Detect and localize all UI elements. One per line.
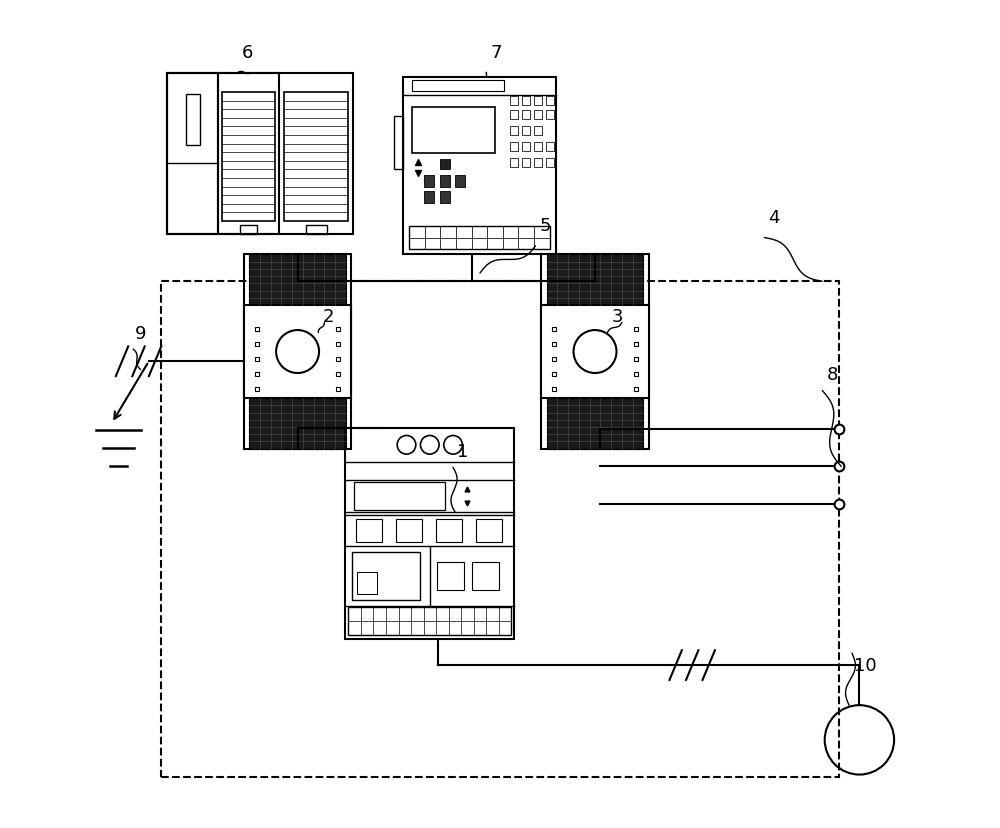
Bar bbox=[240, 226, 257, 234]
Bar bbox=[394, 117, 403, 170]
Text: 8: 8 bbox=[826, 365, 838, 383]
Bar bbox=[412, 108, 495, 154]
Bar bbox=[510, 143, 518, 152]
Bar bbox=[455, 176, 465, 188]
Bar bbox=[522, 159, 530, 168]
Bar bbox=[510, 127, 518, 137]
Bar bbox=[541, 255, 649, 449]
Bar bbox=[534, 143, 542, 152]
Bar bbox=[547, 398, 643, 449]
Text: 5: 5 bbox=[540, 217, 551, 235]
Bar bbox=[510, 111, 518, 120]
Bar bbox=[249, 255, 346, 306]
Bar bbox=[424, 176, 434, 188]
Text: 6: 6 bbox=[242, 44, 254, 61]
Text: 10: 10 bbox=[854, 657, 876, 675]
Bar bbox=[476, 519, 502, 542]
Text: 7: 7 bbox=[490, 44, 502, 61]
Bar bbox=[522, 127, 530, 137]
Bar bbox=[345, 428, 514, 639]
Text: 1: 1 bbox=[457, 442, 468, 460]
Bar bbox=[472, 562, 499, 590]
Bar bbox=[546, 143, 554, 152]
Text: 4: 4 bbox=[769, 209, 780, 227]
Bar bbox=[534, 97, 542, 106]
Bar bbox=[522, 143, 530, 152]
Bar bbox=[284, 93, 348, 222]
Bar bbox=[440, 192, 450, 204]
Bar bbox=[510, 97, 518, 106]
Bar bbox=[522, 111, 530, 120]
Bar bbox=[348, 607, 511, 636]
Bar bbox=[396, 519, 422, 542]
Bar bbox=[547, 255, 643, 306]
Bar bbox=[546, 111, 554, 120]
Bar bbox=[409, 227, 550, 250]
Bar bbox=[440, 161, 450, 170]
Bar bbox=[167, 74, 218, 234]
Bar bbox=[510, 159, 518, 168]
Text: 3: 3 bbox=[612, 308, 623, 325]
Bar bbox=[244, 306, 351, 398]
Bar bbox=[161, 282, 839, 777]
Bar bbox=[167, 74, 353, 234]
Bar bbox=[437, 562, 464, 590]
Text: 2: 2 bbox=[322, 308, 334, 325]
Bar bbox=[186, 94, 200, 146]
Bar bbox=[222, 93, 275, 222]
Bar bbox=[534, 159, 542, 168]
Bar bbox=[541, 306, 649, 398]
Text: 9: 9 bbox=[135, 324, 146, 342]
Bar bbox=[546, 159, 554, 168]
Bar bbox=[534, 127, 542, 137]
Bar bbox=[249, 398, 346, 449]
Bar bbox=[522, 97, 530, 106]
Bar bbox=[546, 97, 554, 106]
Bar bbox=[352, 552, 420, 600]
Bar bbox=[357, 573, 377, 595]
Bar bbox=[534, 111, 542, 120]
Bar bbox=[412, 81, 504, 92]
Bar bbox=[244, 255, 351, 449]
Bar bbox=[218, 74, 279, 234]
Bar bbox=[403, 78, 556, 255]
Bar bbox=[440, 176, 450, 188]
Bar bbox=[354, 483, 445, 510]
Bar bbox=[436, 519, 462, 542]
Bar bbox=[356, 519, 382, 542]
Bar bbox=[424, 192, 434, 204]
Bar bbox=[306, 226, 327, 234]
